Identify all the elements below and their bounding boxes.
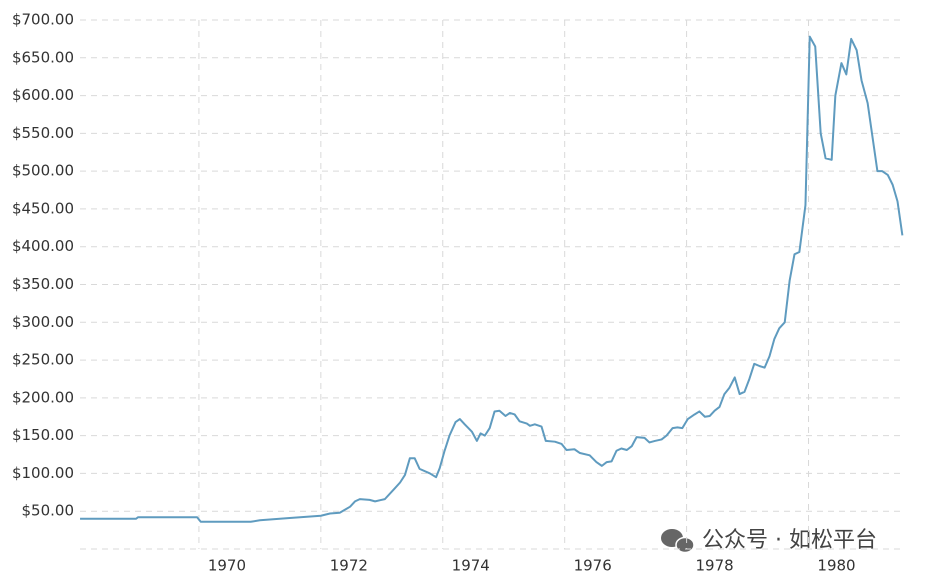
y-tick-label: $250.00 [12, 351, 74, 369]
price-line [80, 35, 904, 523]
x-tick-label: 1974 [452, 557, 490, 575]
y-tick-label: $400.00 [12, 237, 74, 255]
y-tick-label: $600.00 [12, 86, 74, 104]
x-tick-label: 1972 [330, 557, 368, 575]
x-tick-label: 1976 [574, 557, 612, 575]
x-tick-label: 1978 [696, 557, 734, 575]
y-tick-label: $150.00 [12, 426, 74, 444]
x-tick-label: 1980 [817, 557, 855, 575]
y-tick-label: $100.00 [12, 464, 74, 482]
y-tick-label: $50.00 [22, 502, 75, 520]
y-tick-label: $350.00 [12, 275, 74, 293]
y-tick-label: $200.00 [12, 388, 74, 406]
y-tick-label: $550.00 [12, 124, 74, 142]
x-tick-label: 1970 [208, 557, 246, 575]
y-tick-label: $700.00 [12, 11, 74, 29]
y-tick-label: $300.00 [12, 313, 74, 331]
y-tick-label: $450.00 [12, 199, 74, 217]
y-tick-label: $650.00 [12, 48, 74, 66]
y-tick-label: $500.00 [12, 162, 74, 180]
